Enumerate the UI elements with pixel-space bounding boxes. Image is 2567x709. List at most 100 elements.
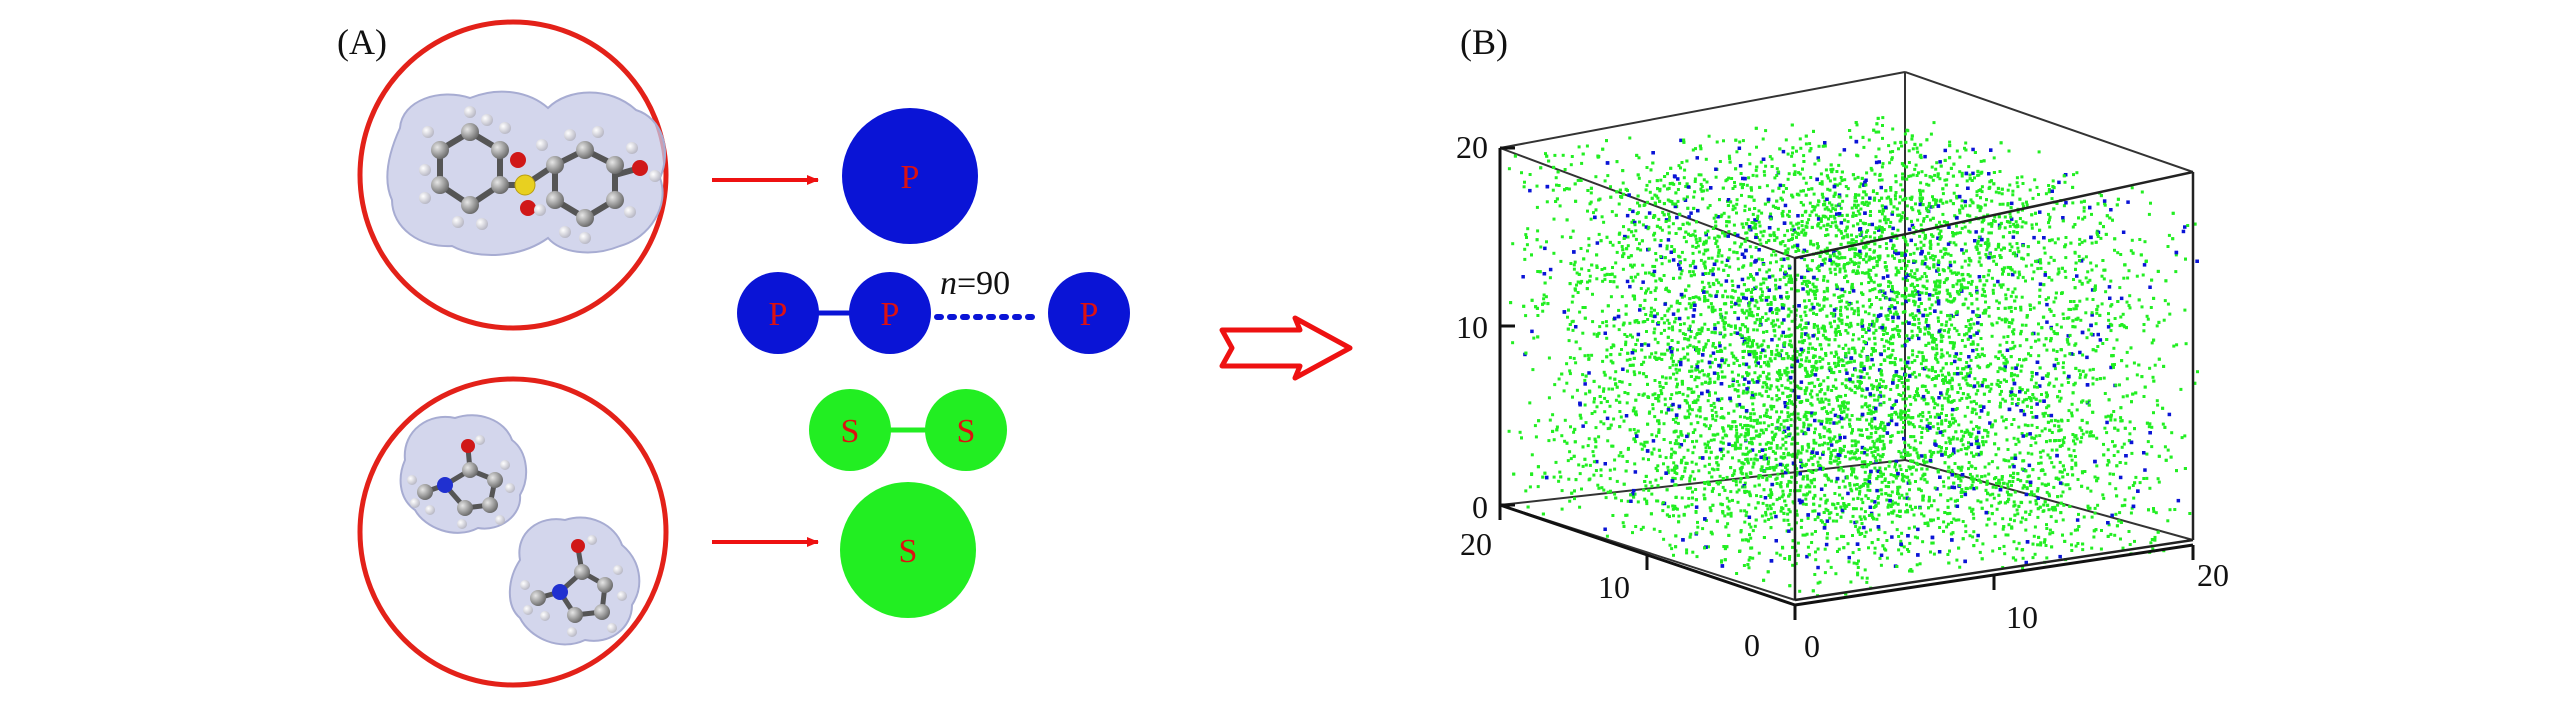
polymer-particle bbox=[1701, 272, 1705, 276]
solvent-particle bbox=[1648, 180, 1652, 184]
solvent-particle bbox=[1776, 420, 1780, 424]
polymer-particle bbox=[1881, 276, 1886, 280]
chain-bead-n bbox=[1048, 272, 1130, 354]
solvent-particle bbox=[1823, 441, 1826, 445]
solvent-particle bbox=[1646, 200, 1649, 204]
solvent-particle bbox=[1824, 168, 1828, 172]
solvent-particle bbox=[1870, 426, 1874, 430]
solvent-particle bbox=[1804, 410, 1808, 414]
solvent-particle bbox=[1912, 448, 1916, 452]
solvent-particle bbox=[1910, 472, 1914, 476]
solvent-particle bbox=[1595, 277, 1599, 281]
solvent-particle bbox=[1778, 415, 1782, 419]
solvent-particle bbox=[1872, 410, 1876, 414]
solvent-particle bbox=[2029, 345, 2033, 349]
solvent-particle bbox=[2059, 494, 2063, 498]
solvent-particle bbox=[1875, 385, 1879, 389]
solvent-particle bbox=[2078, 242, 2082, 246]
solvent-particle bbox=[2125, 300, 2129, 304]
solvent-particle bbox=[1891, 150, 1895, 153]
solvent-particle bbox=[1775, 174, 1779, 177]
solvent-particle bbox=[1849, 257, 1853, 261]
solvent-particle bbox=[1918, 234, 1922, 238]
solvent-particle bbox=[1800, 363, 1804, 367]
solvent-particle bbox=[1741, 225, 1745, 229]
solvent-particle bbox=[1911, 323, 1915, 326]
solvent-particle bbox=[1691, 251, 1695, 255]
solvent-particle bbox=[1961, 206, 1965, 210]
solvent-particle bbox=[1974, 392, 1978, 396]
solvent-particle bbox=[1873, 256, 1876, 260]
solvent-particle bbox=[1744, 325, 1747, 329]
solvent-particle bbox=[1814, 285, 1818, 289]
solvent-particle bbox=[2116, 251, 2120, 255]
solvent-particle bbox=[1901, 277, 1905, 281]
solvent-particle bbox=[2064, 256, 2068, 260]
polymer-particle bbox=[1937, 396, 1941, 400]
solvent-particle bbox=[1561, 153, 1565, 157]
solvent-particle bbox=[1975, 190, 1979, 194]
polymer-particle bbox=[1923, 154, 1927, 159]
solvent-particle bbox=[1895, 324, 1899, 328]
solvent-particle bbox=[1697, 469, 1701, 473]
solvent-particle bbox=[1575, 283, 1578, 287]
solvent-particle bbox=[2105, 431, 2109, 435]
solvent-particle bbox=[1745, 446, 1749, 450]
solvent-particle bbox=[1921, 366, 1925, 370]
solvent-particle bbox=[1730, 370, 1734, 374]
solvent-particle bbox=[1577, 145, 1581, 149]
solvent-particle bbox=[2050, 431, 2054, 434]
polymer-particle bbox=[1692, 308, 1697, 312]
solvent-particle bbox=[1765, 377, 1769, 381]
solvent-particle bbox=[2011, 330, 2015, 334]
polymer-particle bbox=[1801, 287, 1805, 291]
solvent-particle bbox=[1842, 535, 1846, 538]
solvent-particle bbox=[1673, 442, 1677, 446]
solvent-particle bbox=[2130, 238, 2134, 242]
solvent-particle bbox=[1905, 177, 1909, 181]
solvent-particle bbox=[1954, 243, 1958, 247]
solvent-particle bbox=[1881, 116, 1885, 120]
solvent-particle bbox=[2009, 215, 2013, 219]
solvent-particle bbox=[2102, 496, 2106, 500]
solvent-particle bbox=[1684, 185, 1688, 188]
solvent-particle bbox=[1903, 448, 1906, 452]
solvent-particle bbox=[2015, 508, 2019, 512]
solvent-particle bbox=[2008, 224, 2012, 228]
solvent-particle bbox=[2030, 374, 2034, 378]
solvent-particle bbox=[1626, 244, 1630, 248]
solvent-particle bbox=[1710, 467, 1714, 471]
solvent-particle bbox=[1761, 475, 1765, 479]
solvent-particle bbox=[1741, 350, 1745, 353]
solvent-particle bbox=[1653, 327, 1657, 331]
solvent-particle bbox=[1913, 167, 1917, 171]
solvent-particle bbox=[1919, 223, 1923, 227]
solvent-particle bbox=[2142, 323, 2146, 326]
solvent-particle bbox=[1867, 268, 1871, 272]
solvent-particle bbox=[2066, 340, 2070, 344]
solvent-particle bbox=[2128, 543, 2132, 546]
solvent-particle bbox=[1981, 227, 1985, 231]
solvent-particle bbox=[1680, 250, 1684, 254]
solvent-particle bbox=[2021, 556, 2025, 560]
solvent-particle bbox=[1856, 566, 1860, 569]
solvent-particle bbox=[1936, 450, 1940, 454]
solvent-particle bbox=[1818, 504, 1822, 508]
solvent-particle bbox=[1602, 488, 1606, 492]
polymer-particle bbox=[1685, 434, 1689, 439]
solvent-particle bbox=[1872, 445, 1876, 449]
solvent-particle bbox=[1880, 230, 1884, 234]
solvent-particle bbox=[1784, 440, 1788, 444]
solvent-particle bbox=[1669, 455, 1673, 459]
solvent-particle bbox=[1981, 287, 1985, 291]
solvent-particle bbox=[1657, 422, 1661, 426]
solvent-particle bbox=[1651, 403, 1655, 407]
polymer-particle bbox=[1675, 215, 1679, 220]
solvent-particle bbox=[1964, 297, 1968, 301]
solvent-particle bbox=[1718, 331, 1722, 335]
solvent-particle bbox=[1735, 150, 1739, 154]
polymer-particle bbox=[2049, 413, 2054, 418]
solvent-particle bbox=[2036, 267, 2040, 271]
solvent-particle bbox=[1710, 408, 1714, 412]
solvent-particle bbox=[2083, 239, 2087, 243]
